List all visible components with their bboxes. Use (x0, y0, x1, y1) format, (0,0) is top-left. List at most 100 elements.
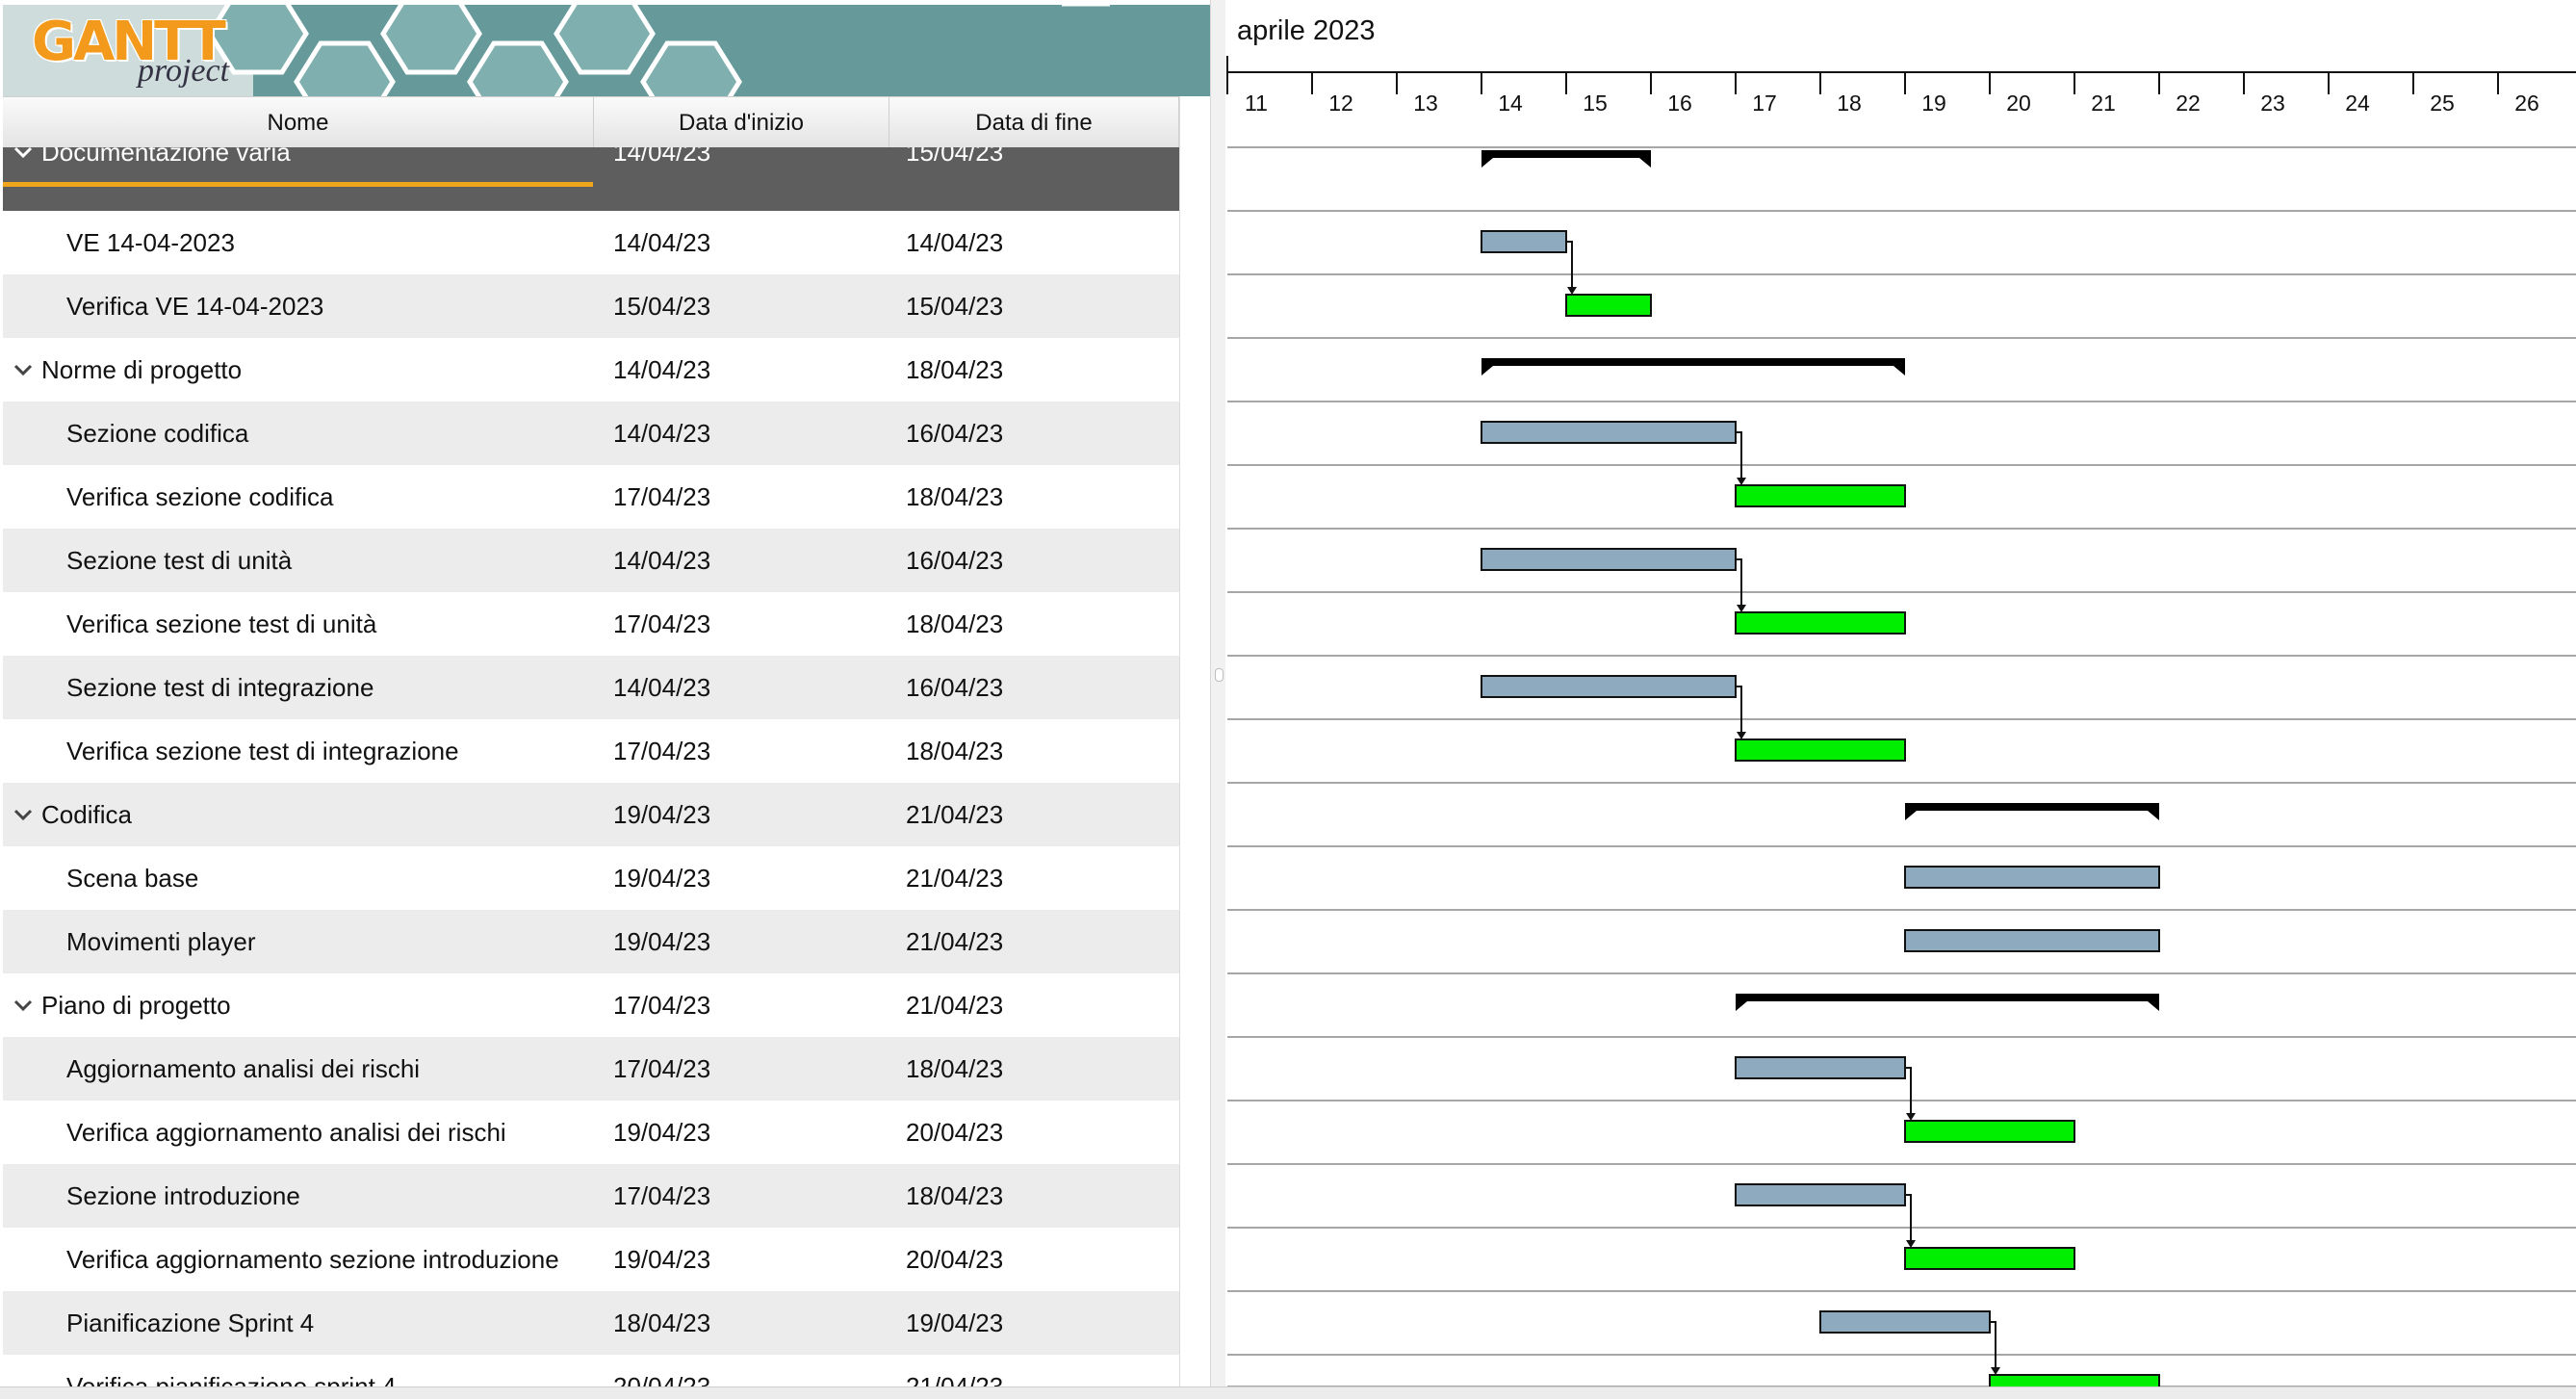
task-name: Scena base (66, 864, 199, 893)
splitter-grip-icon[interactable] (1215, 668, 1224, 682)
task-row[interactable]: Verifica aggiornamento analisi dei risch… (3, 1101, 1179, 1164)
task-start-date: 17/04/23 (613, 482, 711, 511)
dependency-arrow-head-icon (1991, 1367, 2000, 1375)
dependency-arrow (1736, 431, 1742, 479)
task-start-date: 19/04/23 (613, 1245, 711, 1274)
table-column-header: Nome Data d'inizio Data di fine (3, 96, 1179, 148)
task-end-date: 15/04/23 (906, 147, 1004, 167)
chevron-down-icon[interactable] (13, 359, 34, 380)
task-start-date: 14/04/23 (613, 147, 711, 167)
ganttproject-logo: GANTT project (32, 11, 234, 91)
verification-task-bar[interactable] (1904, 1247, 2075, 1270)
task-start-date: 14/04/23 (613, 419, 711, 448)
task-name: Codifica (41, 800, 132, 829)
task-end-date: 21/04/23 (906, 864, 1004, 893)
day-tick-label: 13 (1413, 91, 1438, 116)
day-tick-label: 26 (2514, 91, 2539, 116)
day-tick-label: 17 (1752, 91, 1777, 116)
task-start-date: 14/04/23 (613, 546, 711, 575)
day-tick-label: 19 (1921, 91, 1946, 116)
task-row[interactable]: Sezione introduzione 17/04/23 18/04/23 (3, 1164, 1179, 1228)
task-row[interactable]: Aggiornamento analisi dei rischi 17/04/23… (3, 1037, 1179, 1101)
summary-bar (1736, 994, 2159, 1001)
task-row[interactable]: Verifica sezione test di integrazione 17/… (3, 719, 1179, 783)
summary-bar-right-end (2148, 811, 2159, 820)
task-bar[interactable] (1481, 548, 1737, 571)
verification-task-bar[interactable] (1735, 484, 1906, 507)
verification-task-bar[interactable] (1735, 611, 1906, 635)
task-start-date: 19/04/23 (613, 864, 711, 893)
task-end-date: 20/04/23 (906, 1245, 1004, 1274)
summary-bar (1905, 803, 2159, 811)
task-row[interactable]: Sezione test di unità 14/04/23 16/04/23 (3, 529, 1179, 592)
task-row[interactable]: VE 14-04-2023 14/04/23 14/04/23 (3, 211, 1179, 274)
task-bar[interactable] (1735, 1056, 1906, 1079)
task-row[interactable]: Verifica pianificazione sprint 4 20/04/23… (3, 1355, 1179, 1386)
dependency-arrow-head-icon (1906, 1113, 1916, 1121)
task-name: Norme di progetto (41, 355, 243, 384)
task-row[interactable]: Verifica aggiornamento sezione introduzi… (3, 1228, 1179, 1291)
task-bar[interactable] (1904, 866, 2160, 889)
task-table-panel: GANTT project Nome Data d'inizio Data di… (0, 0, 1213, 1398)
task-group-row[interactable]: Codifica 19/04/23 21/04/23 (3, 783, 1179, 846)
task-end-date: 18/04/23 (906, 609, 1004, 638)
task-name: Verifica sezione codifica (66, 482, 334, 511)
chevron-down-icon[interactable] (13, 147, 34, 163)
task-start-date: 19/04/23 (613, 1118, 711, 1147)
task-end-date: 20/04/23 (906, 1118, 1004, 1147)
task-bar[interactable] (1735, 1183, 1906, 1206)
chevron-down-icon[interactable] (13, 995, 34, 1016)
column-header-name[interactable]: Nome (3, 97, 594, 147)
task-row[interactable]: Pianificazione Sprint 4 18/04/23 19/04/23 (3, 1291, 1179, 1355)
task-start-date: 20/04/23 (613, 1372, 711, 1386)
task-group-row[interactable]: Documentazione varia 14/04/23 15/04/23 (3, 147, 1179, 211)
task-group-row[interactable]: Norme di progetto 14/04/23 18/04/23 (3, 338, 1179, 402)
task-name: Sezione test di unità (66, 546, 293, 575)
dependency-arrow-head-icon (1737, 732, 1746, 739)
column-header-start-date[interactable]: Data d'inizio (594, 97, 889, 147)
column-header-end-date[interactable]: Data di fine (889, 97, 1179, 147)
summary-bar-left-end (1736, 1001, 1747, 1011)
table-scroll-area[interactable] (1179, 96, 1209, 1386)
task-start-date: 14/04/23 (613, 355, 711, 384)
verification-task-bar[interactable] (1565, 294, 1652, 317)
task-end-date: 15/04/23 (906, 292, 1004, 321)
dependency-arrow-head-icon (1906, 1240, 1916, 1248)
task-name: Piano di progetto (41, 991, 231, 1020)
verification-task-bar[interactable] (1735, 738, 1906, 762)
task-row[interactable]: Sezione codifica 14/04/23 16/04/23 (3, 402, 1179, 465)
task-start-date: 14/04/23 (613, 673, 711, 702)
panel-splitter[interactable] (1210, 0, 1226, 1398)
task-bar[interactable] (1481, 230, 1567, 253)
month-label: aprile 2023 (1237, 15, 1376, 46)
day-tick-label: 12 (1328, 91, 1353, 116)
dependency-arrow-head-icon (1567, 287, 1577, 295)
task-name: Verifica VE 14-04-2023 (66, 292, 324, 321)
verification-task-bar[interactable] (1904, 1120, 2075, 1143)
task-end-date: 18/04/23 (906, 1181, 1004, 1210)
task-row[interactable]: Verifica sezione codifica 17/04/23 18/04/2… (3, 465, 1179, 529)
gantt-chart-panel: 11 12 13 14 15 16 17 18 19 20 21 22 23 24 25 26 aprile … (1225, 0, 2576, 1398)
day-tick-label: 16 (1667, 91, 1692, 116)
task-name: Verifica sezione test di unità (66, 609, 377, 638)
task-group-row[interactable]: Piano di progetto 17/04/23 21/04/23 (3, 973, 1179, 1037)
task-end-date: 21/04/23 (906, 991, 1004, 1020)
app-banner: GANTT project (3, 5, 1210, 96)
dependency-arrow (1736, 558, 1742, 607)
task-name: Sezione codifica (66, 419, 249, 448)
task-row[interactable]: Verifica sezione test di unità 17/04/23 18… (3, 592, 1179, 656)
task-bar[interactable] (1481, 421, 1737, 444)
chevron-down-icon[interactable] (13, 804, 34, 825)
task-bar[interactable] (1481, 675, 1737, 698)
task-end-date: 18/04/23 (906, 1054, 1004, 1083)
task-row[interactable]: Scena base 19/04/23 21/04/23 (3, 846, 1179, 910)
task-name: Verifica aggiornamento sezione introduzi… (66, 1245, 559, 1274)
task-bar[interactable] (1819, 1310, 1991, 1334)
task-bar[interactable] (1904, 929, 2160, 952)
task-end-date: 19/04/23 (906, 1308, 1004, 1337)
task-row[interactable]: Sezione test di integrazione 14/04/23 16/0… (3, 656, 1179, 719)
task-row[interactable]: Verifica VE 14-04-2023 15/04/23 15/04/23 (3, 274, 1179, 338)
task-start-date: 18/04/23 (613, 1308, 711, 1337)
day-tick-label: 11 (1245, 91, 1268, 116)
task-row[interactable]: Movimenti player 19/04/23 21/04/23 (3, 910, 1179, 973)
